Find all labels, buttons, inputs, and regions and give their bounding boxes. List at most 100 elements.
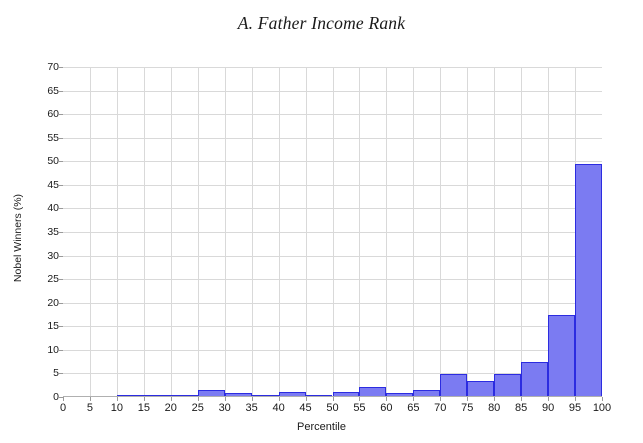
y-tick-label: 70 (47, 60, 59, 73)
y-tick-label: 60 (47, 107, 59, 120)
y-tick-mark (59, 184, 63, 186)
x-tick-mark (116, 397, 118, 401)
x-tick-mark (143, 397, 145, 401)
x-tick-mark (467, 397, 469, 401)
x-grid-line (305, 67, 307, 397)
x-tick-mark (278, 397, 280, 401)
y-tick-mark (59, 137, 63, 139)
x-grid-line (386, 67, 388, 397)
y-tick-mark (59, 161, 63, 163)
x-tick-mark (305, 397, 307, 401)
y-tick-label: 0 (53, 390, 59, 403)
x-grid-line (440, 67, 442, 397)
x-grid-line (467, 67, 469, 397)
x-tick-mark (575, 397, 577, 401)
x-tick-label: 35 (245, 402, 258, 414)
y-tick-label: 25 (47, 272, 59, 285)
x-tick-mark (63, 397, 64, 401)
x-grid-line (413, 67, 415, 397)
y-tick-mark (59, 373, 63, 375)
chart-title: A. Father Income Rank (237, 13, 406, 33)
x-tick-mark (440, 397, 442, 401)
x-grid-line (278, 67, 280, 397)
y-tick-mark (59, 279, 63, 281)
x-tick-mark (170, 397, 172, 401)
x-tick-label: 40 (272, 402, 285, 414)
x-tick-label: 25 (191, 402, 204, 414)
x-grid-line (359, 67, 361, 397)
y-tick-label: 45 (47, 178, 59, 191)
x-tick-mark (197, 397, 199, 401)
x-grid-line (116, 67, 118, 397)
x-tick-mark (251, 397, 253, 401)
x-tick-mark (413, 397, 415, 401)
x-tick-label: 80 (488, 402, 501, 414)
x-tick-label: 65 (407, 402, 420, 414)
x-tick-label: 10 (110, 402, 124, 414)
x-tick-label: 85 (515, 402, 528, 414)
x-grid-line (224, 67, 226, 397)
y-tick-label: 55 (47, 131, 59, 144)
x-grid-line (521, 67, 523, 397)
y-tick-mark (59, 90, 63, 92)
y-tick-mark (59, 232, 63, 233)
x-tick-label: 30 (218, 402, 231, 414)
y-axis-title: Nobel Winners (%) (12, 193, 24, 283)
y-tick-label: 5 (53, 367, 59, 380)
x-grid-line (548, 67, 550, 397)
x-tick-label: 90 (541, 402, 555, 414)
x-grid-line (251, 67, 253, 397)
y-tick-label: 65 (47, 84, 59, 97)
x-axis-baseline (63, 396, 602, 397)
x-grid-line (494, 67, 496, 397)
x-tick-label: 0 (59, 402, 67, 414)
y-tick-label: 15 (47, 320, 59, 333)
x-tick-mark (521, 397, 523, 401)
x-grid-line (332, 67, 334, 397)
bar (467, 380, 495, 397)
y-tick-mark (59, 397, 63, 398)
x-tick-mark (386, 397, 388, 401)
x-tick-label: 5 (86, 402, 93, 414)
x-tick-mark (548, 397, 550, 401)
bar (548, 314, 576, 397)
x-grid-line (197, 67, 199, 397)
bar (440, 374, 468, 397)
y-tick-label: 50 (47, 155, 59, 168)
x-tick-label: 95 (568, 402, 582, 414)
y-tick-mark (59, 326, 63, 328)
x-tick-mark (494, 397, 496, 401)
bar (575, 163, 602, 397)
x-tick-label: 20 (164, 402, 177, 414)
x-tick-label: 70 (434, 402, 447, 414)
x-grid-line (143, 67, 145, 397)
x-grid-line (89, 67, 91, 397)
y-tick-label: 30 (47, 249, 59, 262)
bar (521, 362, 549, 397)
y-tick-mark (59, 208, 63, 210)
x-tick-mark (89, 397, 91, 401)
x-tick-label: 100 (592, 402, 612, 414)
y-tick-mark (59, 349, 63, 351)
y-tick-label: 20 (47, 296, 59, 309)
x-grid-line (170, 67, 172, 397)
bar (494, 373, 522, 397)
x-axis-title: Percentile (297, 421, 346, 433)
y-tick-label: 10 (47, 343, 59, 356)
x-tick-mark (602, 397, 603, 401)
y-tick-label: 35 (47, 225, 59, 238)
y-tick-mark (59, 255, 63, 257)
plot-area (63, 67, 602, 397)
x-tick-label: 15 (137, 402, 150, 414)
x-tick-label: 75 (461, 402, 474, 414)
y-tick-mark (59, 114, 63, 116)
y-tick-mark (59, 302, 63, 304)
y-axis-tick-labels: 0 5 10 15 20 25 30 35 40 45 50 55 60 65 70 (25, 0, 59, 443)
x-tick-mark (332, 397, 334, 401)
x-tick-label: 60 (380, 402, 393, 414)
x-tick-label: 50 (326, 402, 339, 414)
y-tick-label: 40 (47, 202, 59, 215)
x-tick-label: 45 (299, 402, 312, 414)
x-tick-mark (224, 397, 226, 401)
